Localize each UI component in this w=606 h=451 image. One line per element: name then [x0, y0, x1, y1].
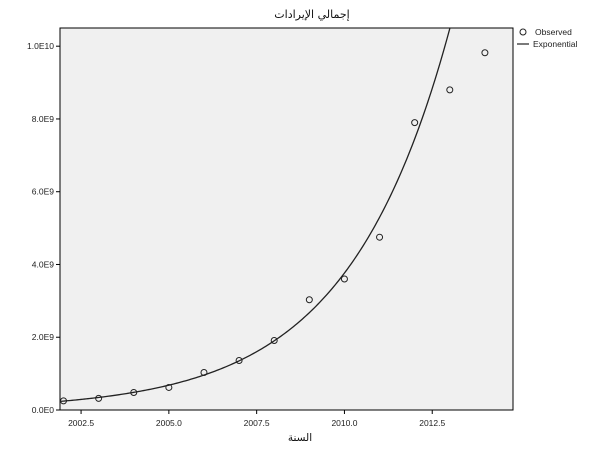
- y-axis: 0.0E0 2.0E9 4.0E9 6.0E9 8.0E9 1.0E10: [27, 41, 60, 415]
- y-tick-label: 8.0E9: [32, 114, 54, 124]
- x-tick-label: 2007.5: [244, 418, 270, 428]
- observed-point: [376, 233, 384, 241]
- x-tick-label: 2012.5: [419, 418, 445, 428]
- y-tick-label: 6.0E9: [32, 187, 54, 197]
- observed-point: [305, 296, 313, 304]
- exponential-fit-line: [60, 28, 451, 403]
- observed-point: [446, 86, 454, 94]
- legend: Observed Exponential: [517, 27, 578, 49]
- observed-point: [340, 275, 348, 283]
- observed-point: [270, 337, 278, 345]
- y-tick-label: 0.0E0: [32, 405, 54, 415]
- observed-points-layer: [60, 49, 489, 405]
- observed-point: [95, 394, 103, 402]
- chart-title: إجمالي الإيرادات: [274, 8, 349, 21]
- observed-point: [481, 49, 489, 57]
- legend-observed-marker: [519, 28, 527, 36]
- plot-area: [59, 27, 514, 411]
- legend-observed-label: Observed: [535, 27, 572, 37]
- x-axis-title: السنة: [288, 432, 312, 444]
- observed-point: [130, 389, 138, 397]
- observed-point: [165, 383, 173, 391]
- x-tick-label: 2010.0: [331, 418, 357, 428]
- observed-point: [60, 397, 68, 405]
- x-axis: 2002.5 2005.0 2007.5 2010.0 2012.5: [68, 410, 446, 428]
- legend-exponential-label: Exponential: [533, 39, 578, 49]
- y-tick-label: 2.0E9: [32, 332, 54, 342]
- x-tick-label: 2005.0: [156, 418, 182, 428]
- observed-point: [411, 119, 419, 127]
- x-tick-label: 2002.5: [68, 418, 94, 428]
- fit-line-layer: [60, 28, 451, 403]
- y-tick-label: 4.0E9: [32, 259, 54, 269]
- observed-point: [235, 357, 243, 365]
- observed-point: [200, 369, 208, 377]
- y-tick-label: 1.0E10: [27, 41, 54, 51]
